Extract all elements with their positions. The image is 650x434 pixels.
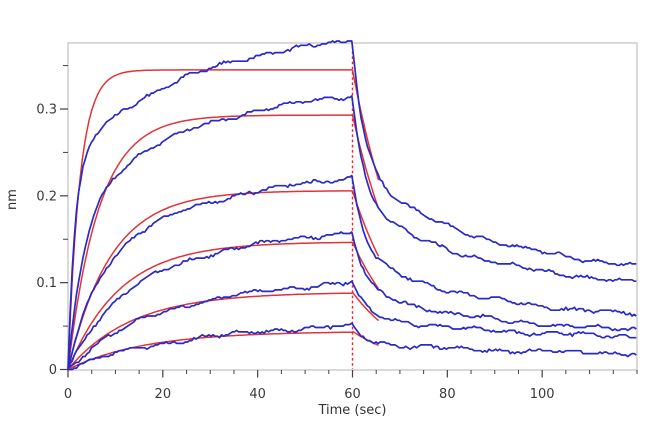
fit-curve-association: [67, 241, 353, 370]
data-curve: [67, 280, 637, 370]
x-tick-label: 40: [249, 387, 266, 402]
fit-curve-association: [67, 190, 353, 370]
y-tick-label: 0.3: [36, 103, 57, 118]
x-tick-label: 100: [530, 387, 555, 402]
x-tick-label: 60: [344, 387, 361, 402]
data-curve: [67, 174, 637, 370]
y-axis-title-wrap: nm: [0, 0, 24, 398]
fit-curve-dissociation: [351, 291, 380, 322]
y-tick-label: 0.1: [36, 276, 57, 291]
data-curve: [67, 231, 637, 370]
x-axis-title: Time (sec): [318, 403, 387, 418]
x-tick-label: 20: [155, 387, 172, 402]
fit-curve-association: [67, 69, 353, 370]
data-curve: [67, 40, 637, 370]
y-axis-title: nm: [4, 188, 20, 210]
x-tick-label: 0: [64, 387, 72, 402]
x-tick-label: 80: [439, 387, 456, 402]
data-curve: [67, 95, 637, 370]
y-tick-label: 0.2: [36, 189, 57, 204]
fit-curve-association: [67, 331, 353, 371]
data-curve: [68, 322, 637, 371]
fit-curve-association: [67, 114, 353, 370]
y-tick-label: 0: [49, 363, 57, 378]
